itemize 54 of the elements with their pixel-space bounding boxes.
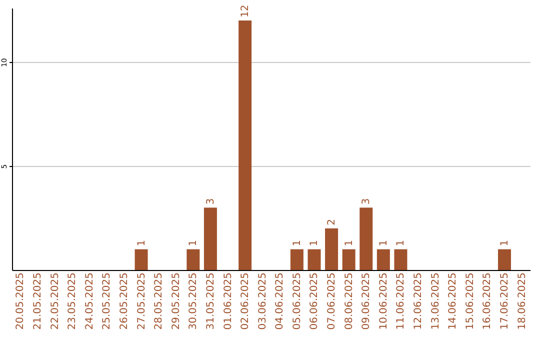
bar xyxy=(290,249,304,270)
data-label: 3 xyxy=(361,198,372,205)
x-tick-label: 27.05.2025 xyxy=(136,272,148,330)
x-tick-label: 12.06.2025 xyxy=(413,272,424,330)
data-label: 1 xyxy=(378,240,390,246)
x-tick-label: 09.06.2025 xyxy=(361,272,372,330)
data-label: 1 xyxy=(396,240,407,246)
data-label: 3 xyxy=(205,198,216,205)
bar xyxy=(134,249,148,270)
x-tick-label: 30.05.2025 xyxy=(188,272,200,330)
bar xyxy=(376,249,390,270)
data-label: 1 xyxy=(499,240,510,246)
x-tick-label: 24.05.2025 xyxy=(84,272,96,330)
bar xyxy=(325,228,338,270)
x-tick-label: 03.06.2025 xyxy=(257,272,268,330)
x-tick-label: 14.06.2025 xyxy=(448,272,459,330)
bar xyxy=(360,208,373,270)
data-label: 1 xyxy=(292,240,303,246)
x-tick-label: 31.05.2025 xyxy=(205,272,216,330)
x-tick-label: 04.06.2025 xyxy=(274,272,286,330)
x-tick-label: 29.05.2025 xyxy=(170,272,182,330)
data-label: 12 xyxy=(240,4,252,18)
x-tick-label: 13.06.2025 xyxy=(430,272,442,330)
bar xyxy=(342,249,356,270)
data-label: 2 xyxy=(326,219,338,226)
x-tick-label: 21.05.2025 xyxy=(32,272,44,330)
data-label: 1 xyxy=(309,240,320,246)
x-tick-label: 28.05.2025 xyxy=(154,272,165,330)
bar xyxy=(308,249,321,270)
bar xyxy=(498,249,511,270)
bar xyxy=(238,20,252,270)
x-tick-label: 01.06.2025 xyxy=(222,272,234,330)
x-tick-label: 05.06.2025 xyxy=(292,272,303,330)
x-tick-label: 15.06.2025 xyxy=(464,272,476,330)
bar xyxy=(204,208,217,270)
data-label: 1 xyxy=(344,240,355,246)
bar xyxy=(186,249,200,270)
x-tick-label: 02.06.2025 xyxy=(240,272,252,330)
x-tick-label: 17.06.2025 xyxy=(499,272,510,330)
x-tick-label: 10.06.2025 xyxy=(378,272,390,330)
x-tick-label: 18.06.2025 xyxy=(516,272,528,330)
x-tick-label: 16.06.2025 xyxy=(482,272,494,330)
x-tick-label: 08.06.2025 xyxy=(344,272,355,330)
bar xyxy=(394,249,408,270)
x-tick-label: 07.06.2025 xyxy=(326,272,338,330)
x-tick-label: 11.06.2025 xyxy=(396,272,407,330)
x-tick-label: 23.05.2025 xyxy=(67,272,78,330)
x-tick-label: 25.05.2025 xyxy=(102,272,113,330)
x-tick-label: 20.05.2025 xyxy=(15,272,26,330)
data-label: 1 xyxy=(188,240,200,246)
data-label: 1 xyxy=(136,240,148,246)
x-tick-label: 26.05.2025 xyxy=(118,272,130,330)
x-tick-label: 06.06.2025 xyxy=(309,272,320,330)
x-tick-label: 22.05.2025 xyxy=(50,272,61,330)
